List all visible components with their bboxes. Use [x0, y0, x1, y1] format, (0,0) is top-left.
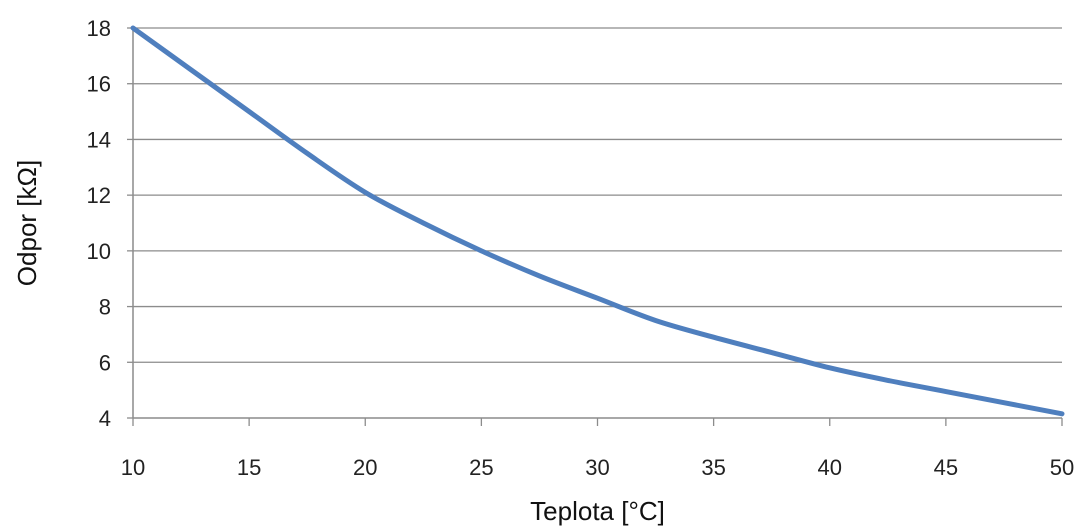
y-tick-label-8: 8: [99, 295, 111, 320]
x-tick-label-20: 20: [353, 455, 377, 480]
y-tick-label-10: 10: [87, 239, 111, 264]
x-axis-title: Teplota [°C]: [530, 496, 665, 526]
x-tick-label-30: 30: [585, 455, 609, 480]
x-tick-label-50: 50: [1050, 455, 1074, 480]
x-tick-label-40: 40: [818, 455, 842, 480]
series-layer: [130, 25, 1065, 417]
y-ticks: 4 6 8 10 12 14 16 18: [87, 16, 133, 431]
y-tick-label-14: 14: [87, 127, 111, 152]
y-tick-label-18: 18: [87, 16, 111, 41]
grid: [133, 27, 1062, 363]
x-tick-label-45: 45: [934, 455, 958, 480]
y-tick-label-4: 4: [99, 406, 111, 431]
x-tick-label-10: 10: [121, 455, 145, 480]
x-tick-label-35: 35: [701, 455, 725, 480]
x-ticks: 10 15 20 25 30 35 40 45 50: [121, 418, 1074, 480]
series-line-0: [130, 25, 1065, 417]
y-tick-label-12: 12: [87, 183, 111, 208]
x-tick-label-15: 15: [237, 455, 261, 480]
y-tick-label-16: 16: [87, 72, 111, 97]
axes: [132, 28, 1062, 419]
y-axis-title: Odpor [kΩ]: [12, 160, 42, 286]
y-tick-label-6: 6: [99, 350, 111, 375]
x-tick-label-25: 25: [469, 455, 493, 480]
